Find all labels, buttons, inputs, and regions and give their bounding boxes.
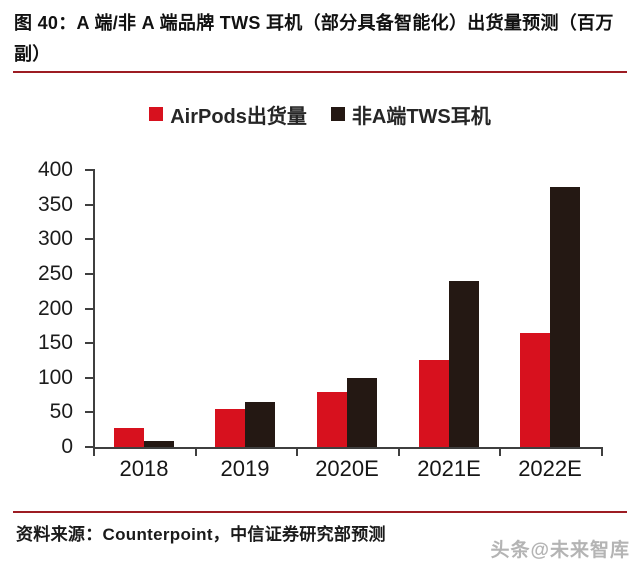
x-axis-category-label: 2020E: [315, 456, 379, 481]
y-axis-tick: [85, 446, 93, 448]
y-axis-tick: [85, 238, 93, 241]
x-axis-tick: [296, 449, 298, 456]
bar-airpods-2020e: [317, 392, 347, 447]
y-axis-tick-label: 350: [37, 192, 73, 216]
legend-swatch-airpods-icon: [149, 107, 164, 121]
x-axis-line: [93, 447, 603, 449]
y-axis-tick: [85, 169, 93, 171]
legend-item-airpods: AirPods出货量: [149, 100, 307, 129]
y-axis-tick: [85, 307, 93, 310]
x-axis-tick: [93, 449, 95, 456]
y-axis-tick-label: 200: [37, 296, 73, 320]
y-axis-tick: [85, 272, 93, 275]
y-axis-tick-label: 50: [49, 400, 73, 424]
y-axis-tick-label: 150: [37, 331, 73, 355]
legend-label-non-a-tws: 非A端TWS耳机: [351, 105, 491, 128]
legend-item-non-a-tws: 非A端TWS耳机: [330, 100, 491, 129]
footer-divider-line: [13, 511, 627, 513]
y-axis-line: [93, 169, 95, 449]
y-axis-tick-label: 250: [37, 261, 73, 285]
bar-non-a-tws-2020e: [347, 378, 377, 447]
x-axis-tick: [601, 449, 603, 456]
x-axis-category-label: 2022E: [518, 456, 582, 481]
y-axis-tick-label: 400: [37, 158, 73, 181]
x-axis-category-label: 2018: [119, 456, 169, 481]
bar-airpods-2021e: [419, 360, 449, 447]
y-axis-tick: [85, 342, 93, 345]
bar-non-a-tws-2019: [245, 402, 275, 447]
legend-label-airpods: AirPods出货量: [170, 105, 307, 128]
y-axis-tick: [85, 411, 93, 414]
y-axis-tick-label: 0: [61, 435, 73, 458]
y-axis-tick-label: 100: [37, 365, 73, 389]
legend-swatch-non-a-tws-icon: [330, 107, 345, 121]
bar-non-a-tws-2022e: [550, 187, 580, 447]
title-divider-line: [13, 71, 627, 73]
x-axis-tick: [195, 449, 197, 456]
bar-airpods-2022e: [520, 333, 550, 447]
data-source-note: 资料来源：Counterpoint，中信证券研究部预测: [16, 525, 386, 544]
toutiao-watermark: 头条@未来智库: [490, 540, 630, 561]
chart-legend: AirPods出货量 非A端TWS耳机: [0, 100, 640, 129]
bar-non-a-tws-2018: [144, 441, 174, 447]
bar-airpods-2018: [114, 428, 144, 447]
y-axis-tick-label: 300: [37, 227, 73, 251]
y-axis-tick: [85, 376, 93, 379]
figure-title: 图 40：A 端/非 A 端品牌 TWS 耳机（部分具备智能化）出货量预测（百万…: [14, 13, 614, 64]
bar-airpods-2019: [215, 409, 245, 447]
x-axis-category-label: 2021E: [417, 456, 481, 481]
x-axis-category-label: 2019: [220, 456, 270, 481]
x-axis-tick: [499, 449, 501, 456]
y-axis-tick: [85, 203, 93, 206]
x-axis-tick: [398, 449, 400, 456]
bar-non-a-tws-2021e: [449, 281, 479, 447]
